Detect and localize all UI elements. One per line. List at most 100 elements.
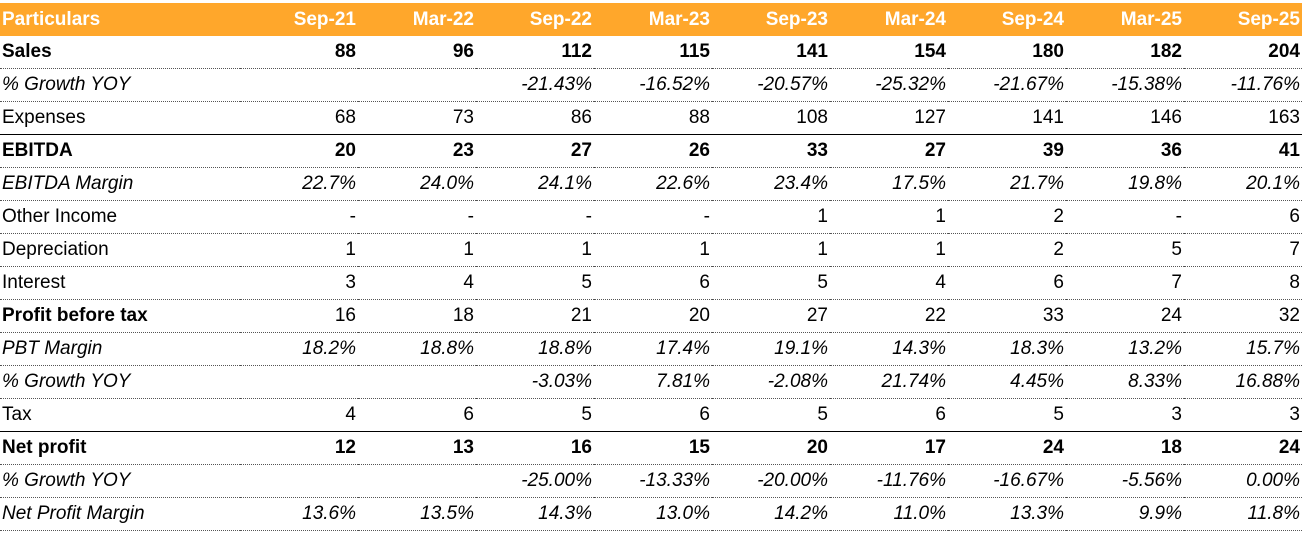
cell: 7.81% bbox=[594, 365, 712, 399]
cell: 33 bbox=[948, 299, 1066, 333]
cell: 127 bbox=[830, 101, 948, 135]
cell: 24 bbox=[948, 431, 1066, 465]
cell: -21.43% bbox=[476, 68, 594, 102]
cell: 26 bbox=[594, 134, 712, 168]
table-row: Other Income - - - -1 1 2-6 bbox=[0, 200, 1302, 234]
cell: 88 bbox=[594, 101, 712, 135]
cell: -25.00% bbox=[476, 464, 594, 498]
cell: 9.9% bbox=[1066, 497, 1184, 531]
cell: 5 bbox=[948, 398, 1066, 432]
page: Particulars Sep-21 Mar-22 Sep-22 Mar-23 Sep-2… bbox=[0, 3, 1302, 538]
cell: 6 bbox=[948, 266, 1066, 300]
cell: -11.76% bbox=[830, 464, 948, 498]
cell: - bbox=[1066, 200, 1184, 234]
cell: 6 bbox=[1184, 200, 1302, 234]
cell: 20 bbox=[240, 134, 358, 168]
cell: 36 bbox=[1066, 134, 1184, 168]
cell: 22.6% bbox=[594, 167, 712, 201]
row-label: % Growth YOY bbox=[0, 365, 240, 399]
cell: 3 bbox=[1184, 398, 1302, 432]
cell: 1 bbox=[240, 233, 358, 267]
cell: 1 bbox=[712, 233, 830, 267]
row-label: Net profit bbox=[0, 431, 240, 465]
table-row: Sales 88 96 112 115 141 154 180 182 204 bbox=[0, 36, 1302, 69]
header-cell: Mar-22 bbox=[358, 3, 476, 36]
table-row: Net Profit Margin 13.6% 13.5% 14.3% 13.0% 14.… bbox=[0, 497, 1302, 531]
table-row: % Growth YOY -21.43% -16.52% -20.57% -25.32%… bbox=[0, 68, 1302, 102]
cell: 5 bbox=[476, 398, 594, 432]
cell: -16.67% bbox=[948, 464, 1066, 498]
cell: 96 bbox=[358, 36, 476, 69]
cell: 18.2% bbox=[240, 332, 358, 366]
cell: -15.38% bbox=[1066, 68, 1184, 102]
cell: 13.6% bbox=[240, 497, 358, 531]
cell: 2 bbox=[948, 233, 1066, 267]
cell: 27 bbox=[830, 134, 948, 168]
cell: 18 bbox=[358, 299, 476, 333]
cell: 33 bbox=[712, 134, 830, 168]
row-label: Interest bbox=[0, 266, 240, 300]
cell: 1 bbox=[830, 200, 948, 234]
cell: 24.1% bbox=[476, 167, 594, 201]
header-cell: Mar-25 bbox=[1066, 3, 1184, 36]
cell: 13 bbox=[358, 431, 476, 465]
cell: 5 bbox=[712, 266, 830, 300]
cell: 4.45% bbox=[948, 365, 1066, 399]
cell: 13.0% bbox=[594, 497, 712, 531]
cell: -11.76% bbox=[1184, 68, 1302, 102]
cell: 86 bbox=[476, 101, 594, 135]
row-label: Sales bbox=[0, 36, 240, 69]
cell: 112 bbox=[476, 36, 594, 69]
header-cell: Sep-22 bbox=[476, 3, 594, 36]
cell: 21 bbox=[476, 299, 594, 333]
cell: 20 bbox=[594, 299, 712, 333]
header-cell: Sep-23 bbox=[712, 3, 830, 36]
cell: -16.52% bbox=[594, 68, 712, 102]
cell: 19.1% bbox=[712, 332, 830, 366]
row-label: Net Profit Margin bbox=[0, 497, 240, 531]
cell: 17.5% bbox=[830, 167, 948, 201]
row-label: Other Income bbox=[0, 200, 240, 234]
cell: 24 bbox=[1066, 299, 1184, 333]
cell: 13.5% bbox=[358, 497, 476, 531]
cell: 16.88% bbox=[1184, 365, 1302, 399]
table-row: Interest 3 4 5 6 5 4 6 7 8 bbox=[0, 266, 1302, 300]
cell: 4 bbox=[358, 266, 476, 300]
cell: 22 bbox=[830, 299, 948, 333]
cell: -20.00% bbox=[712, 464, 830, 498]
row-label: Expenses bbox=[0, 101, 240, 135]
cell: 23.4% bbox=[712, 167, 830, 201]
cell: 6 bbox=[830, 398, 948, 432]
cell: 1 bbox=[358, 233, 476, 267]
row-label: Tax bbox=[0, 398, 240, 432]
cell: 108 bbox=[712, 101, 830, 135]
cell: 1 bbox=[712, 200, 830, 234]
cell: 13.3% bbox=[948, 497, 1066, 531]
header-row: Particulars Sep-21 Mar-22 Sep-22 Mar-23 Sep-2… bbox=[0, 3, 1302, 36]
cell: -25.32% bbox=[830, 68, 948, 102]
cell: 154 bbox=[830, 36, 948, 69]
cell: 18.8% bbox=[358, 332, 476, 366]
cell: 3 bbox=[1066, 398, 1184, 432]
cell bbox=[240, 365, 358, 399]
table-row: Tax 4 6 5 6 5 6 5 3 3 bbox=[0, 398, 1302, 432]
table-row: Expenses 68 73 86 88 108 127 141 146 163 bbox=[0, 101, 1302, 135]
cell: 5 bbox=[712, 398, 830, 432]
cell: 18.8% bbox=[476, 332, 594, 366]
cell: 7 bbox=[1066, 266, 1184, 300]
cell: 27 bbox=[476, 134, 594, 168]
cell: 21.7% bbox=[948, 167, 1066, 201]
cell: 180 bbox=[948, 36, 1066, 69]
cell: 5 bbox=[1066, 233, 1184, 267]
cell: 16 bbox=[240, 299, 358, 333]
cell: 11.0% bbox=[830, 497, 948, 531]
cell bbox=[358, 464, 476, 498]
cell: 4 bbox=[240, 398, 358, 432]
row-label: % Growth YOY bbox=[0, 464, 240, 498]
row-label: EBITDA bbox=[0, 134, 240, 168]
cell: - bbox=[594, 200, 712, 234]
row-label: EBITDA Margin bbox=[0, 167, 240, 201]
cell: 15 bbox=[594, 431, 712, 465]
cell: 4 bbox=[830, 266, 948, 300]
cell: -3.03% bbox=[476, 365, 594, 399]
